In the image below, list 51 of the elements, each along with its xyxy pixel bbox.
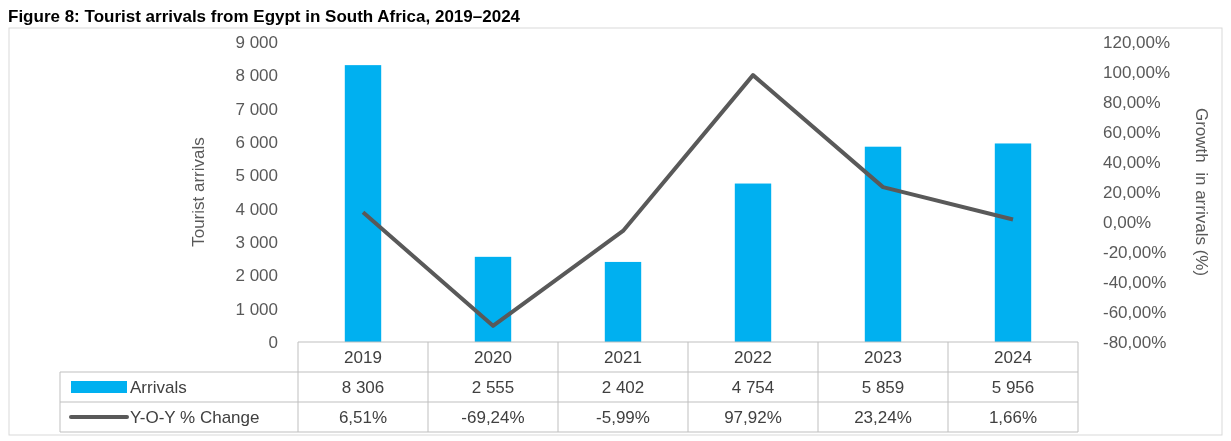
y-tick-label: 3 000 (235, 232, 278, 252)
x-tick-label: 2019 (344, 347, 382, 367)
data-label: 4 754 (731, 377, 775, 397)
y2-tick-label: 60,00% (1103, 122, 1161, 142)
y-tick-label: 4 000 (235, 199, 278, 219)
x-tick-label: 2020 (474, 347, 512, 367)
y-tick-label: 0 (268, 332, 278, 352)
y2-tick-label: 40,00% (1103, 152, 1161, 172)
y-axis-title: Tourist arrivals (189, 137, 208, 247)
y-tick-label: 6 000 (235, 132, 278, 152)
data-label: -5,99% (596, 407, 650, 427)
x-tick-label: 2021 (604, 347, 642, 367)
y2-tick-label: 100,00% (1103, 62, 1171, 82)
data-label: 8 306 (341, 377, 385, 397)
y-tick-label: 9 000 (235, 32, 278, 52)
y2-tick-label: -40,00% (1103, 272, 1167, 292)
y2-axis-title: Growth in arrivals (%) (1192, 107, 1211, 277)
bar (994, 143, 1032, 342)
legend-label: Y-O-Y % Change (130, 407, 260, 427)
data-label: 5 956 (991, 377, 1035, 397)
y-tick-label: 8 000 (235, 66, 278, 86)
y-tick-label: 2 000 (235, 266, 278, 286)
data-label: 6,51% (338, 407, 388, 427)
x-tick-label: 2022 (734, 347, 772, 367)
data-label: 2 555 (471, 377, 515, 397)
x-tick-label: 2023 (864, 347, 902, 367)
legend-label: Arrivals (130, 377, 187, 397)
data-label: 1,66% (988, 407, 1038, 427)
bar (864, 146, 902, 342)
data-label: 5 859 (861, 377, 905, 397)
bar (604, 261, 642, 342)
x-tick-label: 2024 (994, 347, 1032, 367)
bar (344, 65, 382, 342)
y-tick-label: 1 000 (235, 299, 278, 319)
y-tick-label: 7 000 (235, 99, 278, 119)
y2-tick-label: -80,00% (1103, 332, 1167, 352)
y2-tick-label: 0,00% (1103, 212, 1152, 232)
data-label: 23,24% (854, 407, 912, 427)
data-label: -69,24% (461, 407, 525, 427)
y-tick-label: 5 000 (235, 166, 278, 186)
y2-tick-label: 120,00% (1103, 32, 1171, 52)
bar (734, 183, 772, 342)
bar (474, 256, 512, 342)
data-label: 2 402 (601, 377, 645, 397)
y2-tick-label: -60,00% (1103, 302, 1167, 322)
line-series (361, 73, 1015, 328)
y2-tick-label: 20,00% (1103, 182, 1161, 202)
y2-tick-label: -20,00% (1103, 242, 1167, 262)
y2-tick-label: 80,00% (1103, 92, 1161, 112)
data-label: 97,92% (724, 407, 782, 427)
chart-title: Figure 8: Tourist arrivals from Egypt in South Africa, 2019–2024 (8, 7, 521, 26)
